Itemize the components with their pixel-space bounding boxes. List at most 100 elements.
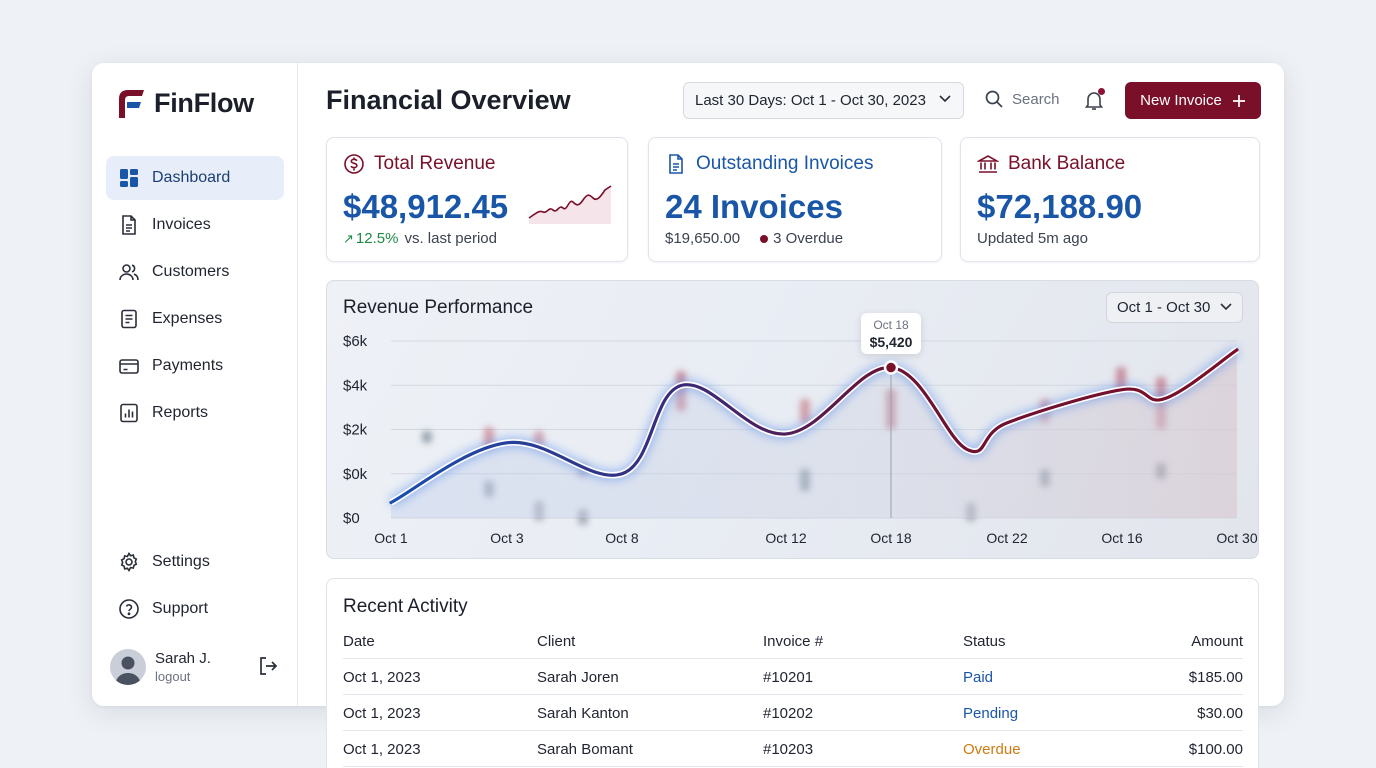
- chart-range-value: Oct 1 - Oct 30: [1117, 299, 1211, 316]
- outstanding-invoices-card[interactable]: Outstanding Invoices 24 Invoices $19,650…: [648, 137, 942, 262]
- row-invoice[interactable]: #10202: [763, 705, 814, 722]
- table-row[interactable]: Oct 1, 2023 Sarah Kanton #10202 Pending …: [343, 695, 1243, 731]
- y-tick-label: $0: [343, 510, 360, 527]
- search-label: Search: [1012, 90, 1060, 108]
- row-date: Oct 1, 2023: [343, 669, 421, 686]
- card-title: Bank Balance: [1008, 153, 1126, 174]
- x-tick-label: Oct 1: [374, 530, 408, 546]
- chevron-down-icon: [939, 95, 951, 103]
- data-point[interactable]: [1235, 348, 1239, 352]
- table-row[interactable]: Oct 1, 2023 Sarah Joren #10201 Paid $185…: [343, 659, 1243, 695]
- brand-name: FinFlow: [154, 87, 254, 118]
- help-icon: [119, 599, 139, 619]
- column-header[interactable]: Client: [537, 633, 576, 650]
- app-window: FinFlow Dashboard Invoices Customers Exp…: [92, 63, 1284, 768]
- y-tick-label: $0k: [343, 466, 368, 483]
- plus-icon: [1232, 94, 1245, 107]
- outstanding-invoices-value: 24 Invoices: [665, 188, 843, 225]
- sidebar-item-label: Support: [152, 600, 209, 617]
- sidebar-item-customers[interactable]: Customers: [106, 250, 284, 294]
- row-amount: $100.00: [1188, 741, 1243, 758]
- column-header[interactable]: Invoice #: [763, 633, 824, 650]
- data-point[interactable]: [1163, 397, 1167, 401]
- receipt-icon: [121, 309, 137, 329]
- logout-link[interactable]: logout: [155, 669, 191, 684]
- search-button[interactable]: Search: [984, 89, 1060, 109]
- notifications-button[interactable]: [1082, 88, 1106, 112]
- search-icon: [985, 90, 1003, 108]
- sidebar-item-support[interactable]: Support: [106, 587, 284, 631]
- sidebar-item-invoices[interactable]: Invoices: [106, 203, 284, 247]
- x-tick-label: Oct 16: [1101, 530, 1142, 546]
- total-revenue-value: $48,912.45: [343, 188, 509, 225]
- gear-icon: [120, 551, 138, 573]
- column-header[interactable]: Amount: [1191, 633, 1243, 650]
- recent-activity-panel: Recent Activity Date Client Invoice # St…: [326, 578, 1259, 768]
- card-title: Outstanding Invoices: [696, 153, 874, 174]
- dollar-circle-icon: [344, 154, 364, 174]
- brand[interactable]: FinFlow: [116, 87, 254, 119]
- overdue-count: 3 Overdue: [773, 230, 844, 247]
- page-title: Financial Overview: [326, 85, 571, 115]
- row-invoice[interactable]: #10203: [763, 741, 814, 758]
- activity-title: Recent Activity: [343, 596, 468, 617]
- logo-icon: [119, 90, 144, 118]
- new-invoice-button[interactable]: New Invoice: [1125, 82, 1261, 119]
- row-client: Sarah Joren: [537, 669, 619, 686]
- row-client: Sarah Bomant: [537, 741, 633, 758]
- delta-suffix: vs. last period: [404, 230, 497, 247]
- sidebar-item-settings[interactable]: Settings: [106, 540, 284, 584]
- user-profile[interactable]: Sarah J. logout: [110, 647, 280, 687]
- revenue-delta: ↗ 12.5% vs. last period: [343, 230, 497, 247]
- data-point[interactable]: [1005, 421, 1009, 425]
- chart-range-select[interactable]: Oct 1 - Oct 30: [1106, 292, 1243, 323]
- bank-balance-value: $72,188.90: [977, 188, 1143, 225]
- logout-icon[interactable]: [256, 654, 280, 678]
- revenue-sparkline: [528, 185, 612, 224]
- bank-balance-card[interactable]: Bank Balance $72,188.90 Updated 5m ago: [960, 137, 1260, 262]
- users-icon: [119, 264, 139, 281]
- data-point[interactable]: [965, 447, 969, 451]
- data-point[interactable]: [784, 432, 788, 436]
- sidebar: FinFlow Dashboard Invoices Customers Exp…: [92, 63, 298, 706]
- data-point[interactable]: [620, 472, 624, 476]
- sidebar-item-label: Expenses: [152, 310, 223, 327]
- table-row[interactable]: Oct 1, 2023 Sarah Bomant #10203 Overdue …: [343, 731, 1243, 767]
- sidebar-item-payments[interactable]: Payments: [106, 344, 284, 388]
- outstanding-amount: $19,650.00: [665, 230, 741, 247]
- chevron-down-icon: [1220, 303, 1232, 311]
- sidebar-item-label: Reports: [152, 404, 209, 421]
- x-tick-label: Oct 3: [490, 530, 524, 546]
- date-range-select[interactable]: Last 30 Days: Oct 1 - Oct 30, 2023: [683, 82, 964, 119]
- activity-table: Date Client Invoice # Status Amount Oct …: [343, 626, 1243, 767]
- row-amount: $185.00: [1188, 669, 1243, 686]
- revenue-chart[interactable]: $6k $4k $2k $0k $0 Oct 1 Oct 3 Oct 8 Oct 12 Oct 1…: [327, 281, 1259, 559]
- status-badge: Overdue: [963, 741, 1021, 758]
- document-icon: [669, 154, 683, 174]
- date-range-value: Last 30 Days: Oct 1 - Oct 30, 2023: [695, 92, 926, 109]
- status-badge: Pending: [963, 705, 1019, 722]
- total-revenue-card[interactable]: Total Revenue $48,912.45 ↗ 12.5% vs. las…: [326, 137, 628, 262]
- data-point[interactable]: [505, 441, 509, 445]
- chart-tooltip: Oct 18 $5,420: [861, 313, 921, 354]
- sidebar-item-dashboard[interactable]: Dashboard: [106, 156, 284, 200]
- row-client: Sarah Kanton: [537, 705, 629, 722]
- sidebar-item-expenses[interactable]: Expenses: [106, 297, 284, 341]
- avatar: [110, 649, 146, 685]
- chart-series-line: [389, 348, 1239, 505]
- data-point[interactable]: [680, 383, 684, 387]
- sidebar-item-reports[interactable]: Reports: [106, 391, 284, 435]
- column-header[interactable]: Date: [343, 633, 375, 650]
- invoice-icon: [122, 215, 136, 235]
- highlight-point[interactable]: [883, 360, 899, 375]
- main-nav: Dashboard Invoices Customers Expenses Pa…: [106, 156, 284, 438]
- card-title: Total Revenue: [374, 153, 496, 174]
- data-point[interactable]: [389, 501, 393, 505]
- notification-dot: [1098, 88, 1105, 95]
- row-invoice[interactable]: #10201: [763, 669, 814, 686]
- x-tick-label: Oct 18: [870, 530, 911, 546]
- column-header[interactable]: Status: [963, 633, 1006, 650]
- data-point[interactable]: [1120, 388, 1124, 392]
- revenue-chart-panel: $6k $4k $2k $0k $0 Oct 1 Oct 3 Oct 8 Oct 12 Oct 1…: [326, 280, 1259, 559]
- sidebar-item-label: Dashboard: [152, 169, 231, 186]
